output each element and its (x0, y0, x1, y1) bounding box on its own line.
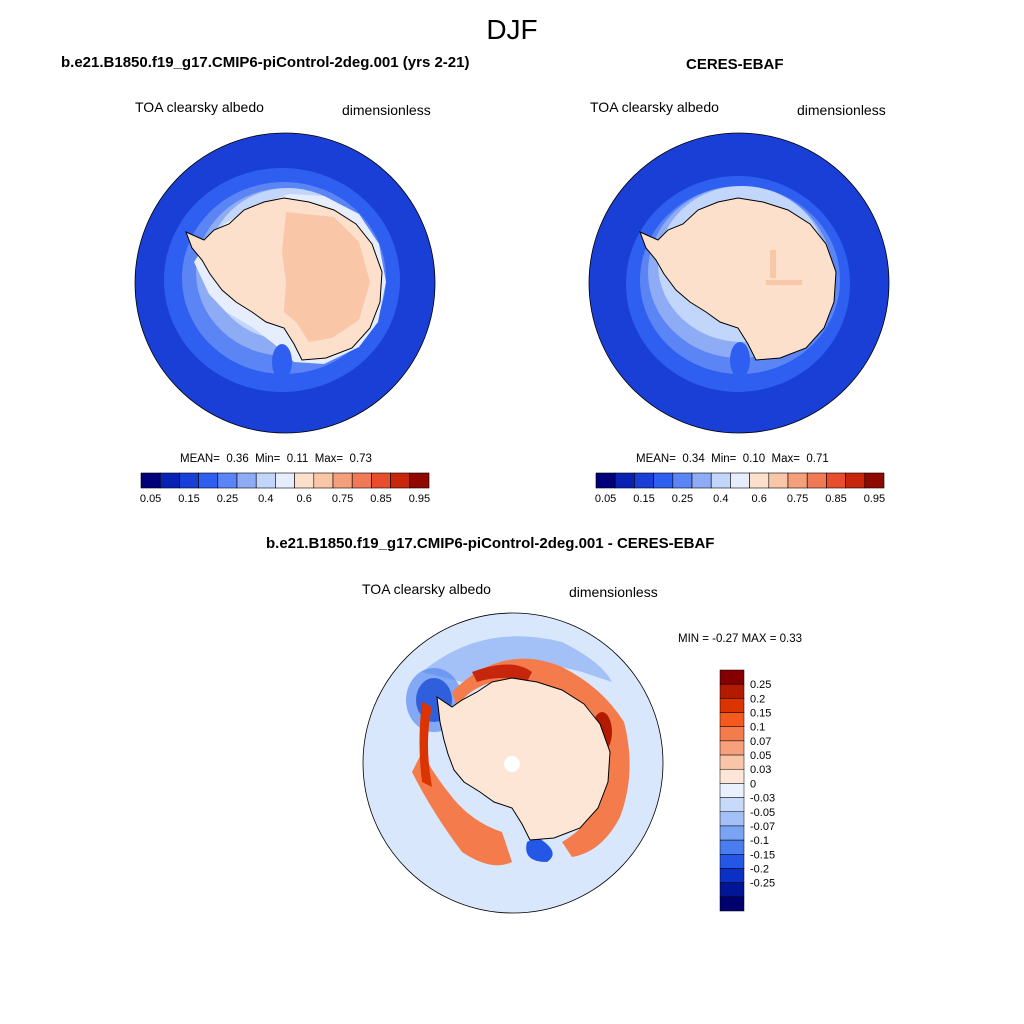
panel-2-colorbar-swatch (845, 472, 866, 489)
panel-3-colorbar-tick-label: 0.25 (750, 679, 771, 691)
panel-3-antarctica-coastline (436, 677, 611, 841)
panel-3-colorbar-swatch (719, 882, 745, 898)
panel-3-colorbar-tick-label: -0.2 (750, 863, 769, 875)
panel-3-colorbar-tick-label: 0.05 (750, 750, 771, 762)
panel-1-colorbar-tick-label: 0.95 (409, 493, 430, 505)
panel-3-colorbar-tick-label: -0.1 (750, 835, 769, 847)
figure-title: DJF (486, 14, 538, 45)
panel-2-stats: MEAN= 0.34 Min= 0.10 Max= 0.71 (636, 453, 829, 465)
panel-3-colorbar-swatch (719, 712, 745, 727)
panel-2-colorbar-swatch (672, 472, 693, 489)
panel-1-colorbar-swatch (236, 472, 257, 489)
panel-2-colorbar-swatch (806, 472, 827, 489)
panel-1-colorbar-tick-label: 0.25 (217, 493, 238, 505)
panel-2-colorbar-swatch (653, 472, 674, 489)
panel-3-colorbar-swatch (719, 768, 745, 784)
panel-3-colorbar-tick-label: 0.03 (750, 764, 771, 776)
panel-3-polar-map (362, 612, 664, 914)
panel-2-units-label: dimensionless (797, 102, 886, 118)
panel-2-colorbar-tick-label: 0.75 (787, 493, 808, 505)
panel-1-colorbar-swatch (217, 472, 238, 489)
panel-3-colorbar-swatch (719, 698, 745, 713)
panel-2-colorbar-swatch (864, 472, 885, 489)
panel-2-colorbar-tick-label: 0.85 (825, 493, 846, 505)
panel-3-colorbar-swatch (719, 854, 745, 869)
panel-3-colorbar-swatch (719, 797, 745, 813)
panel-1-colorbar-swatch (275, 472, 295, 489)
panel-3-colorbar-swatch (719, 825, 745, 841)
panel-3-colorbar-tick-label: 0 (750, 778, 756, 790)
panel-3-colorbar-swatch (719, 683, 745, 699)
panel-2-colorbar-tick-label: 0.05 (595, 493, 616, 505)
panel-1-colorbar-swatch (390, 472, 411, 489)
panel-2-colorbar-swatch (787, 472, 808, 489)
panel-3-colorbar-tick-label: -0.03 (750, 793, 775, 805)
panel-3-colorbar-tick-label: 0.07 (750, 736, 771, 748)
panel-1-colorbar-swatch (140, 472, 161, 489)
panel-2-colorbar-swatch (749, 472, 770, 489)
panel-3-colorbar-tick-label: 0.2 (750, 693, 765, 705)
panel-1-colorbar-swatch (371, 472, 391, 489)
panel-2-colorbar-tick-label: 0.4 (713, 493, 728, 505)
panel-1-colorbar-swatch (198, 472, 219, 489)
panel-2-colorbar-tick-label: 0.25 (672, 493, 693, 505)
panel-3-colorbar-swatch (719, 868, 745, 883)
panel-2-colorbar-swatch (710, 472, 731, 489)
panel-1-stats: MEAN= 0.36 Min= 0.11 Max= 0.73 (180, 453, 372, 465)
panel-2-variable-label: TOA clearsky albedo (590, 99, 719, 115)
panel-2-colorbar: 0.05 0.15 0.25 0.4 0.6 0.75 0.85 0.95 (595, 472, 885, 505)
panel-2-colorbar-tick-label: 0.6 (752, 493, 767, 505)
panel-2-colorbar-tick-label: 0.15 (633, 493, 654, 505)
panel-3-colorbar-swatch (719, 839, 745, 855)
panel-1-colorbar-tick-label: 0.75 (332, 493, 353, 505)
panel-1-colorbar-tick-label: 0.85 (370, 493, 391, 505)
panel-2-colorbar-swatch (826, 472, 846, 489)
panel-3-colorbar-tick-label: 0.1 (750, 722, 765, 734)
panel-3-colorbar-tick-label: -0.25 (750, 878, 775, 890)
panel-3-variable-label: TOA clearsky albedo (362, 581, 491, 597)
panel-3-colorbar-tick-label: -0.05 (750, 807, 775, 819)
panel-2-colorbar-swatch (614, 472, 635, 489)
panel-3-stats: MIN = -0.27 MAX = 0.33 (678, 633, 803, 645)
panel-2-colorbar-swatch (730, 472, 750, 489)
panel-2-colorbar-swatch (768, 472, 789, 489)
panel-2-title: CERES-EBAF (686, 56, 784, 73)
panel-1-variable-label: TOA clearsky albedo (135, 99, 264, 115)
panel-1-colorbar-swatch (313, 472, 334, 489)
panel-3-colorbar-tick-label: -0.07 (750, 821, 775, 833)
panel-1-colorbar-swatch (332, 472, 353, 489)
panel-3-colorbar-swatch (719, 726, 745, 742)
panel-3-colorbar-swatch (719, 740, 745, 756)
panel-1-colorbar-swatch (255, 472, 276, 489)
panel-1-colorbar-swatch (159, 472, 180, 489)
panel-2-colorbar-swatch (691, 472, 712, 489)
panel-3-units-label: dimensionless (569, 584, 658, 600)
panel-2-polar-map (588, 132, 890, 434)
panel-1-polar-map (134, 132, 436, 434)
panel-3-colorbar-swatch (719, 669, 745, 685)
panel-1-colorbar: 0.05 0.15 0.25 0.4 0.6 0.75 0.85 0.95 (140, 472, 430, 505)
panel-1-colorbar-tick-label: 0.6 (297, 493, 312, 505)
panel-1-colorbar-swatch (351, 472, 372, 489)
panel-1-units-label: dimensionless (342, 102, 431, 118)
panel-3-colorbar-swatch (719, 754, 745, 770)
panel-1-colorbar-tick-label: 0.4 (258, 493, 273, 505)
panel-2-colorbar-tick-label: 0.95 (864, 493, 885, 505)
panel-1-colorbar-swatch (179, 472, 199, 489)
panel-3-colorbar-tick-label: -0.15 (750, 849, 775, 861)
panel-3-colorbar: 0.25 0.2 0.15 0.1 0.07 0.05 0.03 0 -0.03 -0.05 -0.… (719, 669, 775, 912)
panel-1-colorbar-tick-label: 0.05 (140, 493, 161, 505)
panel-1-colorbar-swatch (409, 472, 430, 489)
panel-3-colorbar-swatch (719, 896, 745, 912)
panel-1-colorbar-tick-label: 0.15 (178, 493, 199, 505)
panel-2-colorbar-swatch (634, 472, 654, 489)
panel-2-colorbar-swatch (595, 472, 616, 489)
panel-1-colorbar-swatch (294, 472, 315, 489)
panel-1-title: b.e21.B1850.f19_g17.CMIP6-piControl-2deg… (61, 54, 470, 71)
panel-3-colorbar-tick-label: 0.15 (750, 708, 771, 720)
panel-3-colorbar-swatch (719, 811, 745, 827)
panel-3-title: b.e21.B1850.f19_g17.CMIP6-piControl-2deg… (266, 535, 715, 552)
panel-3-colorbar-swatch (719, 783, 745, 798)
panel-2-antarctica-coastline (639, 197, 837, 361)
